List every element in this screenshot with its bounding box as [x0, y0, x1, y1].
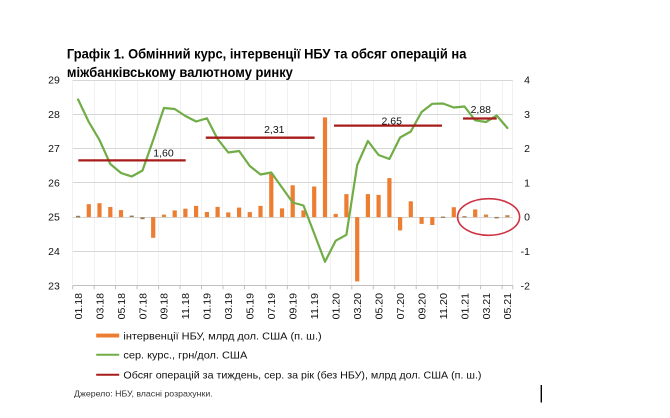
svg-text:03.19: 03.19 [223, 293, 235, 320]
svg-text:2,31: 2,31 [264, 124, 285, 136]
svg-text:09.20: 09.20 [416, 293, 428, 320]
svg-text:11.18: 11.18 [180, 293, 192, 320]
svg-text:Обсяг операцій за тиждень, сер: Обсяг операцій за тиждень, сер. за рік (… [123, 370, 481, 382]
svg-text:2,65: 2,65 [381, 115, 402, 127]
svg-text:Графік 1. Обмінний курс, інтер: Графік 1. Обмінний курс, інтервенції НБУ… [67, 46, 467, 61]
svg-text:07.18: 07.18 [137, 293, 149, 320]
svg-text:01.18: 01.18 [73, 293, 85, 320]
svg-text:09.18: 09.18 [159, 293, 171, 320]
svg-text:05.21: 05.21 [502, 293, 514, 320]
svg-text:25: 25 [48, 212, 60, 224]
svg-text:09.19: 09.19 [288, 293, 300, 320]
svg-text:27: 27 [48, 143, 60, 155]
svg-text:05.20: 05.20 [373, 293, 385, 320]
svg-text:4: 4 [524, 75, 530, 87]
svg-text:2: 2 [524, 143, 530, 155]
svg-text:3: 3 [524, 109, 530, 121]
svg-text:-2: -2 [521, 280, 530, 292]
svg-text:0: 0 [524, 212, 530, 224]
svg-text:23: 23 [48, 280, 60, 292]
svg-text:03.20: 03.20 [352, 293, 364, 320]
svg-text:Джерело: НБУ, власні розрахунк: Джерело: НБУ, власні розрахунки. [74, 388, 213, 398]
svg-text:11.19: 11.19 [309, 293, 321, 320]
svg-text:2,88: 2,88 [471, 104, 492, 116]
svg-text:01.21: 01.21 [459, 293, 471, 320]
svg-text:міжбанківському валютному ринк: міжбанківському валютному ринку [67, 65, 293, 80]
svg-text:05.19: 05.19 [245, 293, 257, 320]
svg-text:01.19: 01.19 [202, 293, 214, 320]
svg-text:інтервенції НБУ, млрд дол. США: інтервенції НБУ, млрд дол. США (п. ш.) [123, 331, 321, 343]
svg-text:24: 24 [48, 246, 60, 258]
svg-text:03.21: 03.21 [481, 293, 493, 320]
svg-text:01.20: 01.20 [331, 293, 343, 320]
svg-text:28: 28 [48, 109, 60, 121]
svg-text:сер. курс., грн/дол. США: сер. курс., грн/дол. США [123, 350, 247, 362]
svg-text:29: 29 [48, 75, 60, 87]
svg-text:11.20: 11.20 [438, 293, 450, 320]
svg-text:1,60: 1,60 [153, 147, 174, 159]
svg-text:26: 26 [48, 177, 60, 189]
svg-text:07.19: 07.19 [266, 293, 278, 320]
svg-text:05.18: 05.18 [116, 293, 128, 320]
svg-text:07.20: 07.20 [395, 293, 407, 320]
svg-text:03.18: 03.18 [94, 293, 106, 320]
svg-text:-1: -1 [521, 246, 530, 258]
svg-text:1: 1 [524, 177, 530, 189]
